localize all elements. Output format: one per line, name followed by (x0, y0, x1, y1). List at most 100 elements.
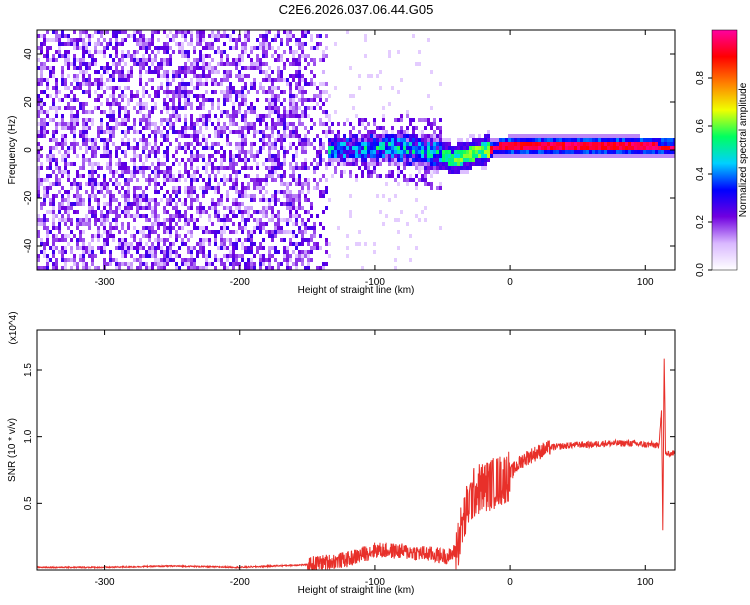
heatmap-cell (217, 82, 220, 86)
heatmap-cell (361, 138, 364, 142)
heatmap-cell (271, 266, 274, 270)
heatmap-cell (238, 206, 241, 210)
heatmap-cell (112, 118, 115, 122)
heatmap-cell (541, 138, 544, 142)
heatmap-cell (241, 230, 244, 234)
heatmap-cell (70, 182, 73, 186)
heatmap-cell (136, 170, 139, 174)
heatmap-cell (121, 194, 124, 198)
heatmap-cell (88, 206, 91, 210)
heatmap-cell (118, 102, 121, 106)
heatmap-cell (70, 218, 73, 222)
heatmap-cell (235, 94, 238, 98)
heatmap-cell (148, 66, 151, 70)
heatmap-cell (184, 130, 187, 134)
heatmap-cell (172, 106, 175, 110)
heatmap-cell (217, 210, 220, 214)
heatmap-cell (94, 170, 97, 174)
heatmap-cell (244, 150, 247, 154)
heatmap-cell (352, 162, 355, 166)
heatmap-cell (262, 114, 265, 118)
heatmap-cell (259, 186, 262, 190)
heatmap-cell (580, 138, 583, 142)
heatmap-cell (214, 38, 217, 42)
heatmap-cell (283, 230, 286, 234)
heatmap-cell (184, 162, 187, 166)
heatmap-cell (103, 230, 106, 234)
heatmap-cell (271, 86, 274, 90)
heatmap-cell (193, 74, 196, 78)
heatmap-cell (499, 142, 502, 146)
heatmap-cell (61, 206, 64, 210)
heatmap-cell (472, 142, 475, 146)
heatmap-cell (313, 46, 316, 50)
heatmap-cell (274, 158, 277, 162)
heatmap-cell (229, 46, 232, 50)
heatmap-cell (220, 126, 223, 130)
heatmap-cell (271, 210, 274, 214)
heatmap-cell (382, 154, 385, 158)
heatmap-cell (271, 218, 274, 222)
heatmap-cell (598, 146, 601, 150)
heatmap-cell (244, 134, 247, 138)
heatmap-cell (142, 170, 145, 174)
heatmap-cell (472, 138, 475, 142)
heatmap-cell (220, 162, 223, 166)
heatmap-cell (175, 34, 178, 38)
heatmap-cell (673, 146, 675, 150)
heatmap-cell (493, 150, 496, 154)
heatmap-cell (109, 166, 112, 170)
heatmap-cell (133, 38, 136, 42)
heatmap-cell (184, 150, 187, 154)
heatmap-cell (61, 202, 64, 206)
heatmap-cell (583, 150, 586, 154)
heatmap-cell (112, 102, 115, 106)
heatmap-cell (298, 42, 301, 46)
heatmap-cell (229, 154, 232, 158)
heatmap-cell (181, 70, 184, 74)
heatmap-cell (91, 170, 94, 174)
heatmap-cell (478, 154, 481, 158)
heatmap-cell (403, 154, 406, 158)
heatmap-cell (196, 62, 199, 66)
heatmap-cell (457, 142, 460, 146)
heatmap-cell (229, 90, 232, 94)
heatmap-cell (175, 86, 178, 90)
heatmap-cell (121, 54, 124, 58)
heatmap-cell (460, 142, 463, 146)
heatmap-cell (82, 138, 85, 142)
heatmap-cell (619, 150, 622, 154)
heatmap-cell (217, 126, 220, 130)
heatmap-cell (226, 194, 229, 198)
heatmap-cell (424, 218, 427, 222)
heatmap-cell (82, 254, 85, 258)
heatmap-cell (52, 202, 55, 206)
heatmap-cell (556, 146, 559, 150)
heatmap-cell (172, 98, 175, 102)
heatmap-cell (37, 98, 40, 102)
heatmap-cell (169, 38, 172, 42)
heatmap-cell (409, 142, 412, 146)
heatmap-cell (253, 82, 256, 86)
heatmap-cell (601, 142, 604, 146)
heatmap-cell (325, 250, 328, 254)
heatmap-cell (232, 62, 235, 66)
heatmap-cell (586, 134, 589, 138)
heatmap-cell (271, 54, 274, 58)
heatmap-cell (214, 150, 217, 154)
heatmap-cell (178, 162, 181, 166)
heatmap-cell (79, 258, 82, 262)
heatmap-cell (304, 138, 307, 142)
heatmap-cell (262, 142, 265, 146)
heatmap-cell (103, 222, 106, 226)
heatmap-cell (367, 122, 370, 126)
heatmap-cell (40, 62, 43, 66)
heatmap-cell (190, 178, 193, 182)
heatmap-cell (535, 138, 538, 142)
heatmap-cell (115, 66, 118, 70)
heatmap-cell (133, 122, 136, 126)
heatmap-cell (208, 98, 211, 102)
heatmap-cell (667, 146, 670, 150)
heatmap-cell (178, 186, 181, 190)
heatmap-cell (160, 86, 163, 90)
